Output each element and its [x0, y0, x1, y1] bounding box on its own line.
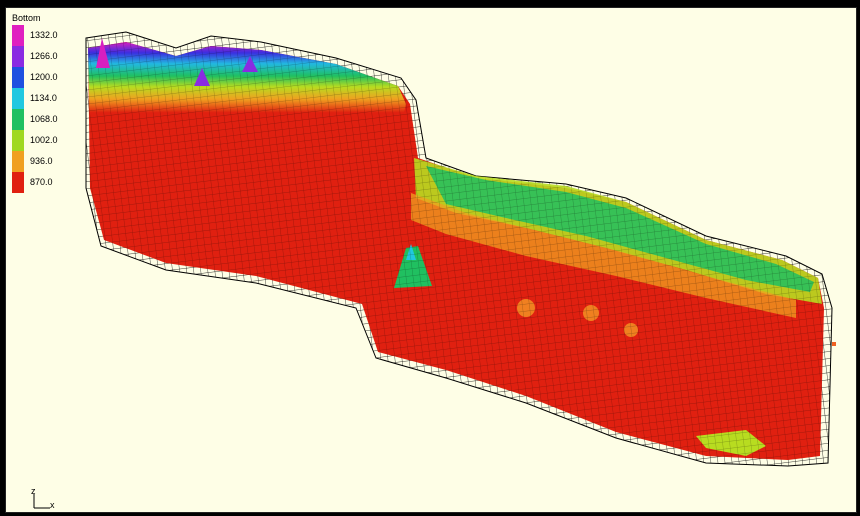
terrain-surface[interactable] [6, 8, 856, 512]
legend-item: 1002.0 [12, 130, 41, 151]
legend-label: 1200.0 [30, 71, 58, 83]
legend-item: 870.0 [12, 172, 41, 193]
axis-x-label: x [50, 500, 55, 510]
legend-label: 936.0 [30, 155, 53, 167]
legend-label: 1002.0 [30, 134, 58, 146]
legend-item: 1068.0 [12, 109, 41, 130]
legend-swatch [12, 172, 24, 193]
legend-label: 1134.0 [30, 92, 57, 104]
axis-triad: z x [24, 486, 64, 512]
axis-z-label: z [31, 486, 36, 496]
legend-label: 870.0 [30, 176, 53, 188]
legend-swatch [12, 151, 24, 172]
legend-title: Bottom [12, 12, 41, 24]
edge-marker [832, 342, 836, 346]
legend-swatch [12, 109, 24, 130]
3d-viewport[interactable]: Bottom 1332.0 1266.0 1200.0 1134.0 1068.… [5, 7, 857, 513]
legend-label: 1068.0 [30, 113, 58, 125]
legend-label: 1332.0 [30, 29, 58, 41]
axis-icon [24, 486, 64, 512]
legend-swatch [12, 67, 24, 88]
legend-item: 1200.0 [12, 67, 41, 88]
legend-swatch [12, 25, 24, 46]
legend-item: 1266.0 [12, 46, 41, 67]
legend-item: 936.0 [12, 151, 41, 172]
legend-item: 1134.0 [12, 88, 41, 109]
legend-swatch [12, 130, 24, 151]
legend-swatch [12, 46, 24, 67]
legend-swatch [12, 88, 24, 109]
legend-item: 1332.0 [12, 25, 41, 46]
elevation-legend: Bottom 1332.0 1266.0 1200.0 1134.0 1068.… [12, 12, 41, 193]
legend-label: 1266.0 [30, 50, 58, 62]
